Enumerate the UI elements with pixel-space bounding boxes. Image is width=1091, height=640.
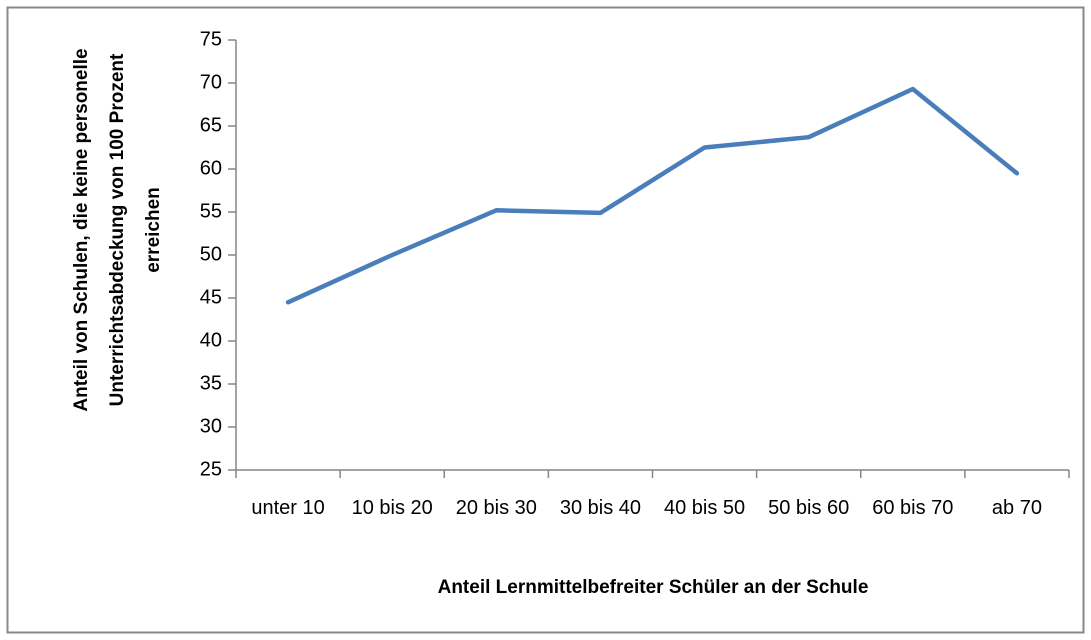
y-tick-label: 55 <box>200 200 222 222</box>
y-tick-label: 45 <box>200 286 222 308</box>
x-tick-label: 50 bis 60 <box>768 497 850 519</box>
x-tick-label: unter 10 <box>251 497 325 519</box>
y-axis-label: Anteil von Schulen, die keine personelle… <box>71 48 164 412</box>
x-tick-label: 40 bis 50 <box>663 497 746 519</box>
x-tick-label: 10 bis 20 <box>351 497 433 519</box>
chart-frame <box>6 6 1085 634</box>
y-tick-label: 65 <box>200 114 222 136</box>
y-tick-label: 25 <box>200 458 222 480</box>
y-tick-label: 70 <box>200 71 222 93</box>
data-line <box>285 86 1020 305</box>
y-tick-label: 50 <box>200 243 222 265</box>
x-tick-label: 60 bis 70 <box>872 497 954 519</box>
y-tick-label: 30 <box>200 415 222 437</box>
y-tick-label: 40 <box>200 329 222 351</box>
x-tick-label: ab 70 <box>991 497 1042 519</box>
y-tick-label: 35 <box>200 372 222 394</box>
y-tick-label: 60 <box>200 157 222 179</box>
x-axis-label: Anteil Lernmittelbefreiter Schüler an de… <box>437 577 869 598</box>
y-tick-label: 75 <box>200 28 222 50</box>
x-tick-label: 20 bis 30 <box>455 497 537 519</box>
x-tick-label: 30 bis 40 <box>559 497 642 519</box>
